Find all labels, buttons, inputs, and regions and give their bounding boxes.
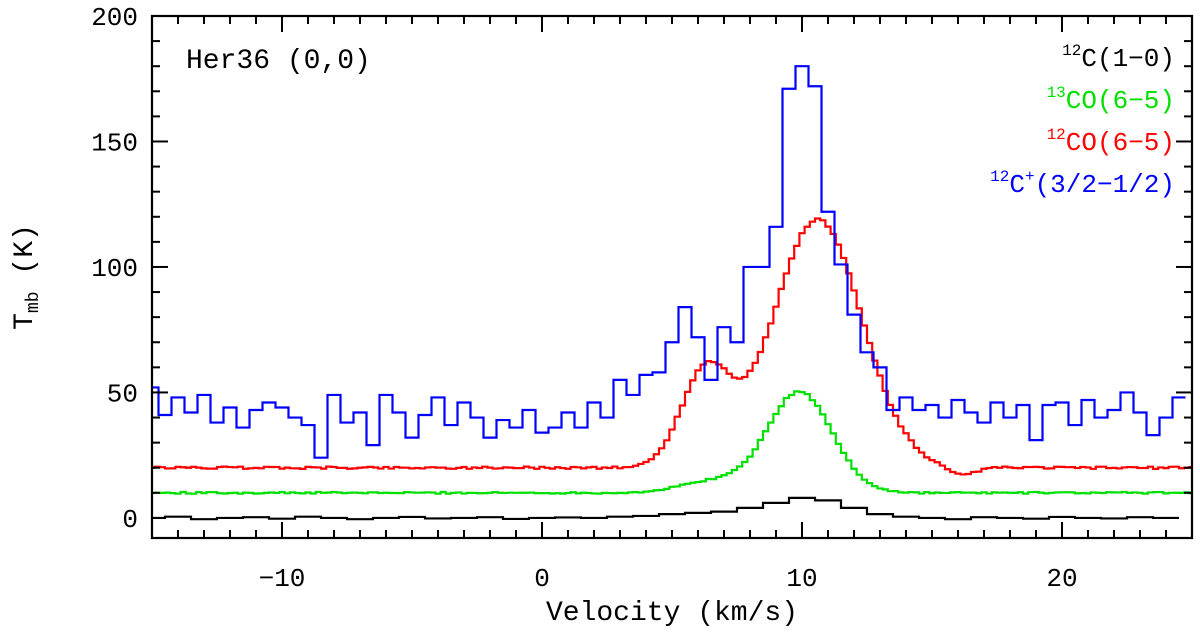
legend-12co: 12CO(6−5) <box>1047 126 1175 158</box>
series-layer <box>152 65 1192 521</box>
legend-transition: (3/2−1/2) <box>1035 170 1175 200</box>
x-tick-label: 20 <box>1046 564 1077 594</box>
y-axis-title-main: T <box>10 313 41 330</box>
y-tick-label: 50 <box>107 379 138 409</box>
y-tick-label: 0 <box>122 505 138 535</box>
legend-charge: + <box>1025 168 1035 186</box>
legend-species: C <box>1009 170 1025 200</box>
y-axis-title-unit: (K) <box>10 224 41 291</box>
series-line-12co <box>152 217 1192 476</box>
plot-frame <box>150 14 1194 540</box>
legend-isotope: 12 <box>1062 42 1081 60</box>
x-tick-label: 10 <box>786 564 817 594</box>
legend-12cplus: 12C+(3/2−1/2) <box>990 168 1175 200</box>
legend-isotope: 12 <box>1047 126 1066 144</box>
y-axis-title-sub: mb <box>24 291 44 313</box>
x-tick-label: 0 <box>534 564 550 594</box>
legend-label: C(1−0) <box>1081 44 1175 74</box>
legend: 12C(1−0)13CO(6−5)12CO(6−5)12C+(3/2−1/2) <box>990 42 1175 200</box>
y-tick-label: 150 <box>91 128 138 158</box>
legend-isotope: 12 <box>990 168 1009 186</box>
series-line-12cplus <box>152 65 1186 459</box>
legend-label: CO(6−5) <box>1066 128 1175 158</box>
legend-label: CO(6−5) <box>1066 86 1175 116</box>
series-line-12c <box>152 496 1179 521</box>
x-tick-label: −10 <box>259 564 306 594</box>
series-line-13co <box>152 390 1192 495</box>
y-axis-title: Tmb (K) <box>10 224 44 330</box>
y-tick-label: 100 <box>91 254 138 284</box>
y-tick-label: 200 <box>91 3 138 33</box>
legend-12c: 12C(1−0) <box>1062 42 1175 74</box>
legend-13co: 13CO(6−5) <box>1047 84 1175 116</box>
annotation-label: Her36 (0,0) <box>186 46 371 77</box>
legend-isotope: 13 <box>1047 84 1066 102</box>
x-axis-title: Velocity (km/s) <box>546 598 798 629</box>
